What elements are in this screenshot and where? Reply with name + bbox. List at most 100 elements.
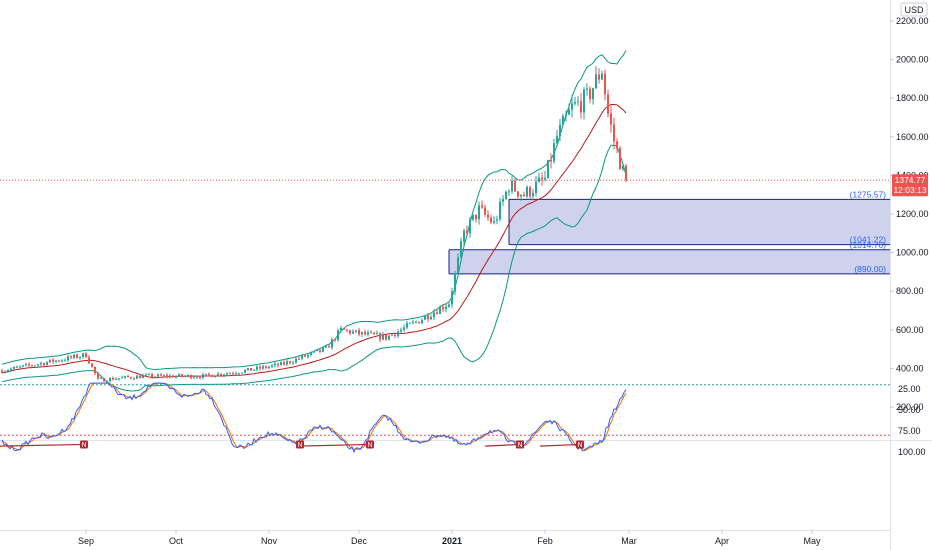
candle [337, 328, 339, 342]
oscillator-tick-label: 75.00 [898, 426, 921, 436]
candle [214, 376, 216, 378]
oscillator-tick-label: 25.00 [898, 384, 921, 394]
candle [589, 86, 591, 104]
candle [502, 195, 504, 206]
svg-text:N: N [81, 442, 86, 449]
candle [547, 159, 549, 179]
candle [436, 308, 438, 315]
candle [499, 198, 501, 222]
price-tick-label: 2200.00 [896, 16, 929, 26]
zone-price-label: (1014.76) [850, 240, 887, 250]
candle [151, 372, 153, 379]
candle [247, 367, 249, 371]
candle [352, 328, 354, 335]
candle [505, 190, 507, 201]
candle [445, 303, 447, 313]
candle [484, 204, 486, 218]
candle [265, 365, 267, 369]
candle [28, 362, 30, 368]
bar-countdown: 12:03:13 [893, 185, 926, 195]
candle [94, 366, 96, 376]
candle [73, 353, 75, 360]
candle [292, 360, 294, 365]
candle [619, 145, 621, 170]
candle [463, 228, 465, 247]
oscillator-pane[interactable] [0, 441, 890, 530]
candle [478, 201, 480, 225]
zone-box[interactable] [449, 249, 890, 274]
candle [259, 364, 261, 371]
supply-demand-zones[interactable]: (1275.57) (1041.22)(1014.76) (890.00) [448, 189, 890, 275]
candle [304, 354, 306, 358]
price-tick-label: 1000.00 [896, 248, 929, 258]
candle [394, 334, 396, 339]
candle [553, 138, 555, 164]
candle [355, 329, 357, 334]
candle [403, 324, 405, 333]
candle [178, 373, 180, 377]
candle [199, 375, 201, 380]
candle [370, 329, 372, 334]
candle [490, 214, 492, 225]
candle [349, 329, 351, 336]
candle [241, 372, 243, 374]
candle [142, 373, 144, 379]
zone-price-label: (1041.22) [850, 235, 887, 245]
svg-text:N: N [577, 442, 582, 449]
time-tick-label: Oct [169, 536, 184, 546]
candle [319, 349, 321, 354]
candle [322, 347, 324, 353]
candle [580, 93, 582, 119]
divergence-marker: N [296, 440, 304, 449]
time-tick-label: May [803, 536, 821, 546]
candle [373, 332, 375, 335]
divergence-markers: NNNNNN [0, 440, 584, 449]
candle [145, 372, 147, 378]
candle [325, 344, 327, 349]
candle [397, 329, 399, 339]
candle [157, 373, 159, 378]
candle [118, 378, 120, 381]
candle [100, 376, 102, 380]
candle [211, 374, 213, 378]
candle [10, 367, 12, 372]
candle [4, 369, 6, 375]
price-tick-label: 1600.00 [896, 132, 929, 142]
price-axis[interactable]: 2200.002000.001800.001600.001400.001200.… [890, 16, 929, 412]
candle [250, 367, 252, 371]
oscillator-tick-label: 50.00 [898, 405, 921, 415]
candle [262, 364, 264, 370]
candle [169, 373, 171, 379]
candle [310, 351, 312, 357]
candle [427, 312, 429, 323]
candle [487, 210, 489, 221]
candle [64, 358, 66, 362]
candle [316, 349, 318, 352]
oscillator-axis[interactable]: 100.00 75.00 50.00 25.00 [898, 384, 926, 457]
candle [379, 332, 381, 343]
candle [220, 373, 222, 377]
price-tick-label: 2000.00 [896, 55, 929, 65]
candle [334, 338, 336, 343]
candle [286, 359, 288, 367]
candle [1, 368, 3, 374]
candle [598, 68, 600, 84]
candle [448, 302, 450, 308]
candle [439, 305, 441, 315]
candle [406, 320, 408, 330]
candle [331, 337, 333, 350]
candle [409, 322, 411, 324]
time-tick-label: Feb [537, 536, 553, 546]
time-tick-label: Nov [261, 536, 278, 546]
candle [124, 375, 126, 380]
time-axis[interactable]: Sep Oct Nov Dec 2021 Feb Mar Apr May [78, 530, 821, 546]
candle [253, 369, 255, 372]
zone-box[interactable] [509, 199, 890, 245]
candle [70, 355, 72, 360]
candle [103, 377, 105, 382]
currency-box[interactable] [900, 2, 928, 17]
candle [388, 335, 390, 341]
candle [226, 372, 228, 377]
candle [595, 66, 597, 89]
